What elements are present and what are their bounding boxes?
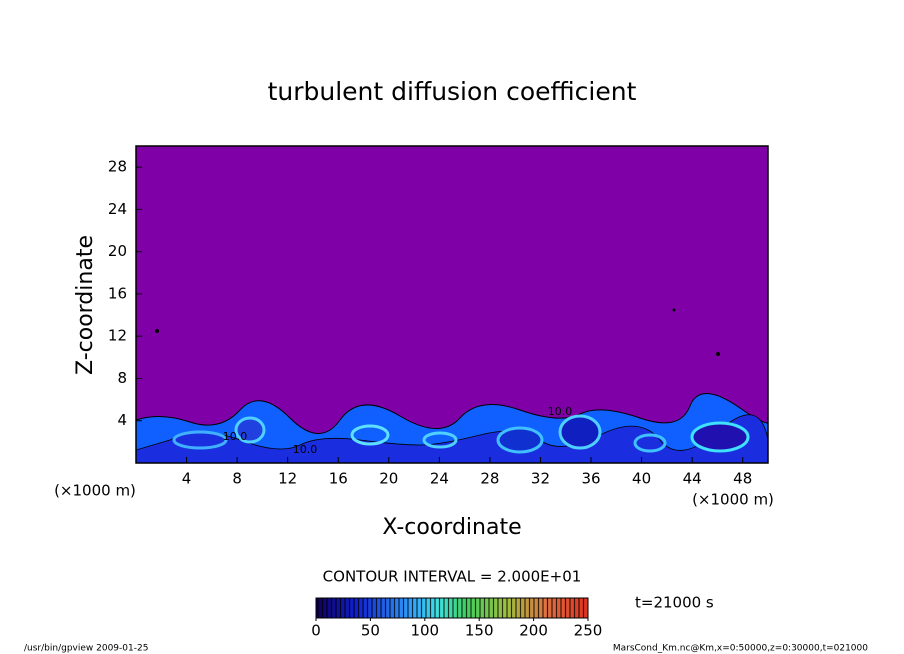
x-unit: (×1000 m): [692, 491, 774, 509]
y-tick-label: 12: [108, 327, 127, 345]
x-tick-label: 4: [182, 470, 192, 488]
contour-label: 10.0: [223, 430, 248, 443]
colorbar-frame: [315, 597, 589, 619]
x-tick-label: 44: [683, 470, 702, 488]
colorbar-tick-label: 250: [574, 622, 603, 640]
time-label: t=21000 s: [635, 594, 714, 612]
x-tick-label: 48: [733, 470, 752, 488]
y-tick-label: 20: [108, 242, 127, 260]
y-tick-label: 16: [108, 284, 127, 302]
x-tick-label: 20: [379, 470, 398, 488]
x-tick-label: 8: [232, 470, 242, 488]
x-unit: (×1000 m): [54, 482, 136, 500]
y-tick-label: 28: [108, 158, 127, 176]
x-tick-label: 16: [329, 470, 348, 488]
chart-title: turbulent diffusion coefficient: [268, 77, 637, 106]
y-tick-label: 4: [117, 411, 127, 429]
x-tick-label: 40: [632, 470, 651, 488]
plot-background: [136, 146, 768, 463]
y-tick-label: 8: [117, 369, 127, 387]
colorbar-tick-label: 150: [465, 622, 494, 640]
colorbar-tick-label: 50: [361, 622, 380, 640]
footer-left: /usr/bin/gpview 2009-01-25: [24, 644, 148, 654]
colorbar-tick-label: 0: [311, 622, 321, 640]
contour-interval: CONTOUR INTERVAL = 2.000E+01: [323, 568, 582, 586]
footer-right: MarsCond_Km.nc@Km,x=0:50000,z=0:30000,t=…: [613, 644, 868, 654]
x-tick-label: 12: [278, 470, 297, 488]
x-tick-label: 36: [581, 470, 600, 488]
y-tick-label: 24: [108, 200, 127, 218]
plot-frame: [135, 145, 769, 464]
y-axis-label: Z-coordinate: [73, 235, 98, 375]
x-tick-label: 28: [480, 470, 499, 488]
x-axis-label: X-coordinate: [382, 515, 521, 540]
contour-label: 10.0: [548, 405, 573, 418]
x-tick-label: 32: [531, 470, 550, 488]
colorbar-tick-label: 200: [519, 622, 548, 640]
turbulent-layer: [136, 308, 768, 463]
x-tick-label: 24: [430, 470, 449, 488]
contour-label: 10.0: [293, 443, 318, 456]
colorbar-tick-label: 100: [410, 622, 439, 640]
colorbar-stripes: [317, 598, 585, 618]
